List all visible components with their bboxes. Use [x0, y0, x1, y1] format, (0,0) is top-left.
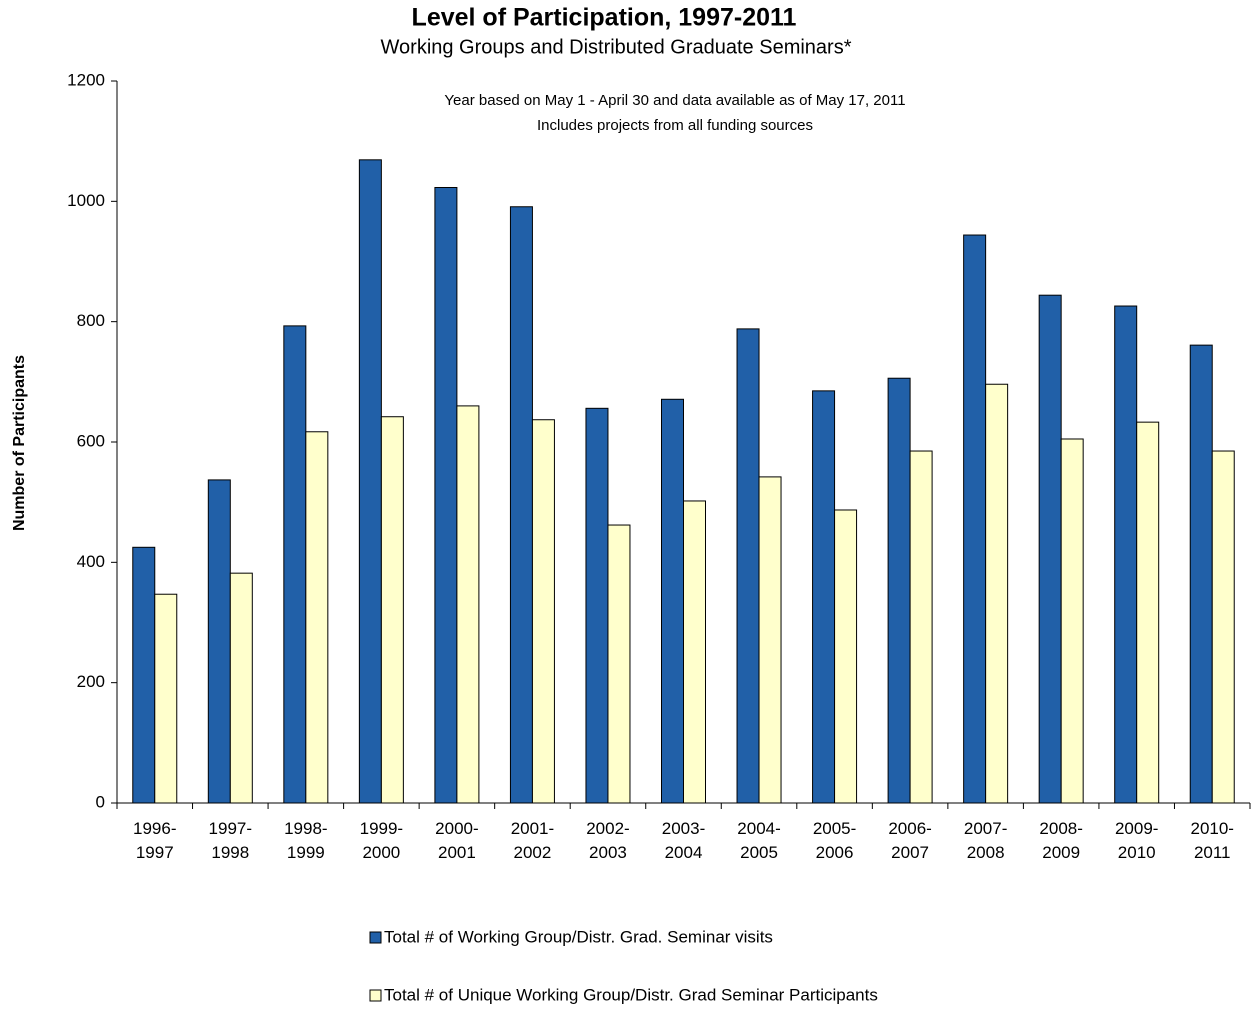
x-tick-label: 2008-2009 [1039, 819, 1082, 862]
bar [887, 377, 911, 804]
y-tick-label: 600 [77, 431, 105, 450]
bar [1189, 344, 1213, 804]
x-tick-label: 2009-2010 [1115, 819, 1158, 862]
bar [154, 593, 178, 804]
y-tick-label: 1000 [67, 191, 105, 210]
x-tick-label: 2010-2011 [1190, 819, 1233, 862]
chart-title: Level of Participation, 1997-2011 [412, 4, 797, 32]
bar [985, 383, 1009, 804]
y-axis-label: Number of Participants [11, 355, 28, 531]
x-tick-label: 1998-1999 [284, 819, 327, 862]
bar [305, 431, 329, 804]
x-tick-label: 2004-2005 [737, 819, 780, 862]
bar [812, 390, 836, 804]
y-tick-label: 1200 [67, 70, 105, 89]
bar [1114, 305, 1138, 804]
bar [909, 450, 933, 804]
bar [661, 398, 684, 804]
x-tick-label: 2005-2006 [813, 819, 856, 862]
annotation: Includes projects from all funding sourc… [537, 117, 813, 134]
bar [531, 419, 555, 804]
bar [380, 416, 404, 804]
x-tick-label: 2003-2004 [662, 819, 705, 862]
bar [834, 509, 858, 804]
chart-subtitle: Working Groups and Distributed Graduate … [381, 36, 852, 58]
bar [207, 479, 231, 804]
bar [758, 476, 782, 804]
legend-swatch [369, 989, 382, 1002]
x-tick-label: 2000-2001 [435, 819, 478, 862]
y-tick-label: 200 [77, 672, 105, 691]
legend-label: Total # of Unique Working Group/Distr. G… [384, 985, 878, 1004]
bar [509, 206, 533, 804]
bar [358, 159, 382, 804]
bar [1038, 294, 1062, 804]
bar [585, 407, 609, 804]
legend-swatch [369, 931, 382, 944]
x-tick-label: 2007-2008 [964, 819, 1007, 862]
bar [434, 186, 458, 804]
legend-label: Total # of Working Group/Distr. Grad. Se… [384, 927, 773, 946]
x-tick-label: 2006-2007 [888, 819, 931, 862]
x-tick-label: 2001-2002 [511, 819, 554, 862]
bar [283, 325, 307, 804]
y-tick-label: 800 [77, 311, 105, 330]
y-tick-label: 400 [77, 552, 105, 571]
bar [456, 405, 480, 804]
annotation: Year based on May 1 - April 30 and data … [444, 92, 905, 109]
bar [229, 572, 253, 804]
y-tick-label: 0 [96, 792, 105, 811]
bar [1136, 421, 1160, 804]
bar [963, 234, 987, 804]
bar [132, 546, 156, 804]
bar [683, 500, 706, 804]
x-tick-label: 1996-1997 [133, 819, 176, 862]
bar [607, 524, 631, 804]
x-tick-label: 1997-1998 [209, 819, 252, 862]
bar [1211, 450, 1235, 804]
bar [1060, 438, 1084, 804]
x-tick-label: 2002-2003 [586, 819, 629, 862]
bar [736, 328, 760, 804]
x-tick-label: 1999-2000 [360, 819, 403, 862]
